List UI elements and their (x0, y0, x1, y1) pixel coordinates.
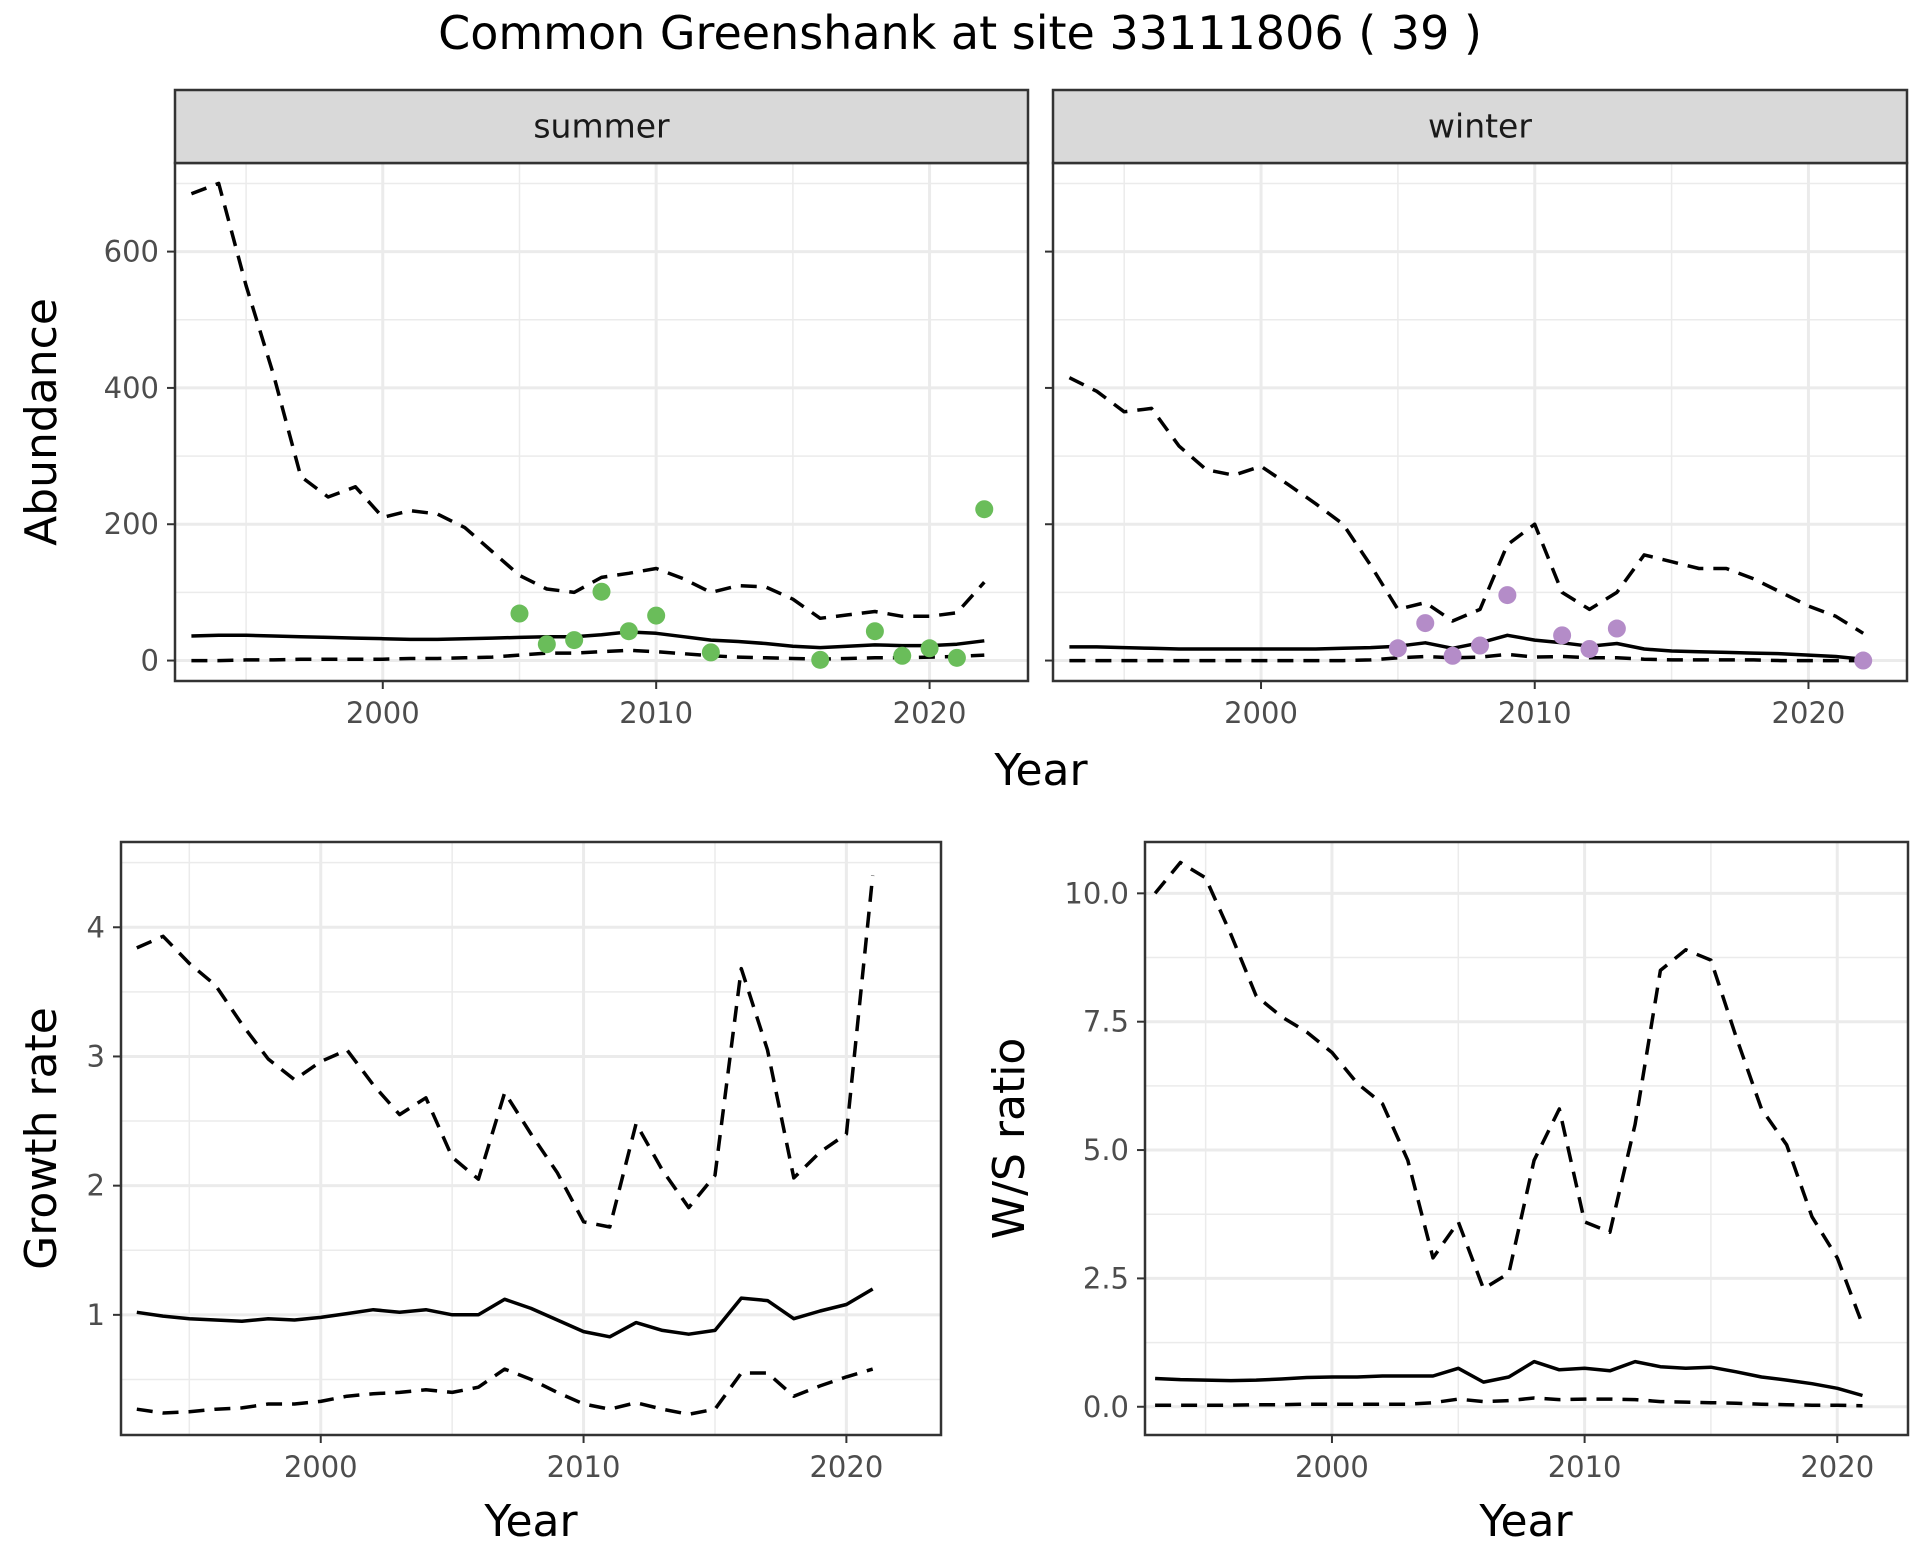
observed-point (1854, 651, 1873, 670)
y-axis-title: Abundance (16, 298, 67, 546)
facet-strip-label: summer (533, 107, 670, 146)
x-tick-label: 2020 (809, 1450, 883, 1484)
x-axis-title: Year (483, 1496, 578, 1547)
observed-point (920, 639, 939, 658)
x-tick-label: 2000 (1224, 696, 1298, 730)
series-line-interval-2 (1069, 652, 1864, 663)
panel-background (1145, 842, 1908, 1435)
facet-strip (173, 88, 1030, 165)
x-tick-label: 2010 (619, 696, 693, 730)
observed-point (1498, 586, 1517, 605)
chart-panel-1: winter 2000 2010 2020 (1045, 88, 1909, 730)
x-tick-label: 2000 (1295, 1450, 1369, 1484)
observed-point (1388, 639, 1407, 658)
x-tick-label: 2010 (547, 1450, 621, 1484)
y-tick-label: 0.0 (1083, 1390, 1129, 1424)
panel-background (175, 163, 1028, 681)
y-tick-label: 7.5 (1083, 1005, 1129, 1039)
series-line-interval-1 (1153, 860, 1865, 1326)
chart-panel-3: 2000 2010 2020 0.0 2.5 5.0 7.5 10.0 Year W/S rati… (984, 840, 1910, 1547)
y-axis-title: W/S ratio (984, 1038, 1035, 1240)
observed-point (537, 635, 556, 654)
figure-title: Common Greenshank at site 33111806 ( 39 … (438, 6, 1482, 60)
y-tick-label: 400 (104, 371, 159, 405)
observed-point (865, 622, 884, 641)
x-tick-label: 2020 (1800, 1450, 1874, 1484)
x-tick-label: 2000 (284, 1450, 358, 1484)
observed-point (1416, 614, 1435, 633)
x-tick-label: 2010 (1548, 1450, 1622, 1484)
series-line-estimate (191, 630, 985, 650)
observed-point (565, 631, 584, 650)
chart-panel-2: 2000 2010 2020 1 2 3 4 Year Growth rate (16, 840, 943, 1547)
y-tick-label: 4 (87, 910, 105, 944)
panel-border (119, 840, 943, 1437)
y-tick-label: 200 (104, 507, 159, 541)
y-axis-title: Growth rate (16, 1007, 67, 1270)
y-tick-label: 1 (87, 1298, 105, 1332)
observed-point (1443, 646, 1462, 665)
observed-point (893, 646, 912, 665)
facet-strip (1051, 88, 1909, 165)
series-line-interval-2 (136, 1367, 874, 1417)
series-line-interval-1 (136, 875, 875, 1229)
panel-background (121, 842, 941, 1435)
observed-point (975, 500, 994, 519)
panel-border (1143, 840, 1910, 1437)
y-tick-label: 5.0 (1083, 1133, 1129, 1167)
observed-point (1553, 626, 1572, 645)
y-tick-label: 2 (87, 1169, 105, 1203)
y-tick-label: 600 (104, 235, 159, 269)
observed-point (510, 604, 529, 623)
observed-point (947, 648, 966, 667)
x-tick-label: 2000 (346, 696, 420, 730)
observed-point (701, 643, 720, 662)
x-tick-label: 2010 (1498, 696, 1572, 730)
observed-point (647, 606, 666, 625)
series-line-interval-2 (1155, 1396, 1863, 1408)
observed-point (811, 650, 830, 669)
x-tick-label: 2020 (1772, 696, 1846, 730)
y-tick-label: 3 (87, 1039, 105, 1073)
series-line-estimate (1155, 1359, 1863, 1398)
observed-point (619, 622, 638, 641)
y-tick-label: 2.5 (1083, 1261, 1129, 1295)
observed-point (1471, 636, 1489, 655)
observed-point (592, 582, 611, 601)
y-tick-label: 0 (141, 644, 159, 678)
series-line-estimate (1069, 633, 1864, 661)
x-axis-title-top: Year (993, 745, 1088, 796)
series-line-interval-2 (191, 648, 985, 663)
observed-point (1580, 639, 1599, 658)
x-tick-label: 2020 (893, 696, 967, 730)
observed-point (1607, 619, 1626, 638)
facet-strip-label: winter (1428, 107, 1532, 146)
series-line-estimate (136, 1287, 874, 1339)
chart-panel-0: summer 2000 2010 2020 0 200 400 600 Abundance (16, 88, 1030, 730)
y-tick-label: 10.0 (1064, 876, 1129, 910)
panel-background (1053, 163, 1907, 681)
x-axis-title: Year (1478, 1496, 1573, 1547)
series-line-interval-1 (1068, 376, 1865, 635)
